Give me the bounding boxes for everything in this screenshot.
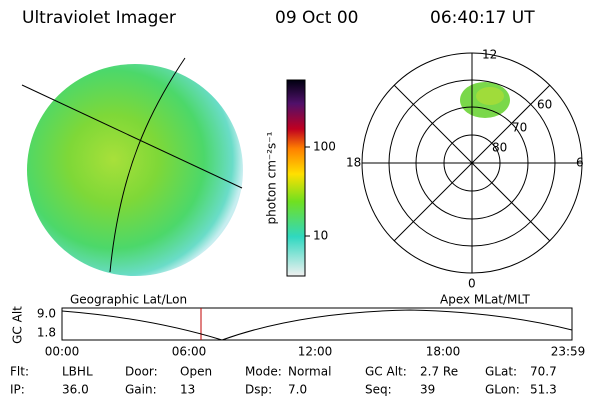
colorbar-tick: 10 [313,229,328,243]
strip-x-label: 23:59 [551,345,586,359]
colorbar [286,79,310,277]
info-value: 13 [180,383,195,397]
strip-y-label: 9.0 [37,307,56,321]
strip-x-label: 18:00 [426,345,461,359]
strip-x-label: 12:00 [298,345,333,359]
info-label: Flt: [10,365,29,379]
info-label: IP: [10,383,25,397]
strip-y-title: GC Alt [11,306,25,344]
info-label: Door: [125,365,158,379]
info-label: Seq: [365,383,392,397]
info-value: 39 [420,383,435,397]
info-label: Dsp: [245,383,272,397]
lat-label: 80 [492,141,507,155]
info-value: Normal [288,365,331,379]
earth-image [21,57,243,276]
strip-chart [61,307,573,341]
info-label: GLat: [485,365,517,379]
info-label: Gain: [125,383,157,397]
colorbar-unit: photon cm⁻²s⁻¹ [265,131,279,224]
mlt-label: 12 [482,48,497,62]
lat-label: 70 [512,121,527,135]
strip-x-label: 06:00 [172,345,207,359]
strip-title: Apex MLat/MLT [440,293,530,307]
info-label: Mode: [245,365,282,379]
info-value: LBHL [62,365,93,379]
lat-label: 60 [537,98,552,112]
info-value: Open [180,365,212,379]
mlt-label: 6 [576,156,584,170]
time: 06:40:17 UT [430,8,535,28]
polar-plot [361,52,583,274]
strip-title: Geographic Lat/Lon [70,293,187,307]
mlt-label: 0 [468,277,476,291]
info-value: 51.3 [530,383,557,397]
info-label: GC Alt: [365,365,407,379]
instrument: Ultraviolet Imager [22,8,176,28]
info-value: 70.7 [530,365,557,379]
info-value: 36.0 [62,383,89,397]
info-label: GLon: [485,383,520,397]
info-value: 2.7 Re [420,365,458,379]
strip-x-label: 00:00 [45,345,80,359]
strip-y-label: 1.8 [37,326,56,340]
date: 09 Oct 00 [275,8,358,28]
mlt-label: 18 [346,156,361,170]
colorbar-tick: 100 [313,140,336,154]
info-value: 7.0 [288,383,307,397]
